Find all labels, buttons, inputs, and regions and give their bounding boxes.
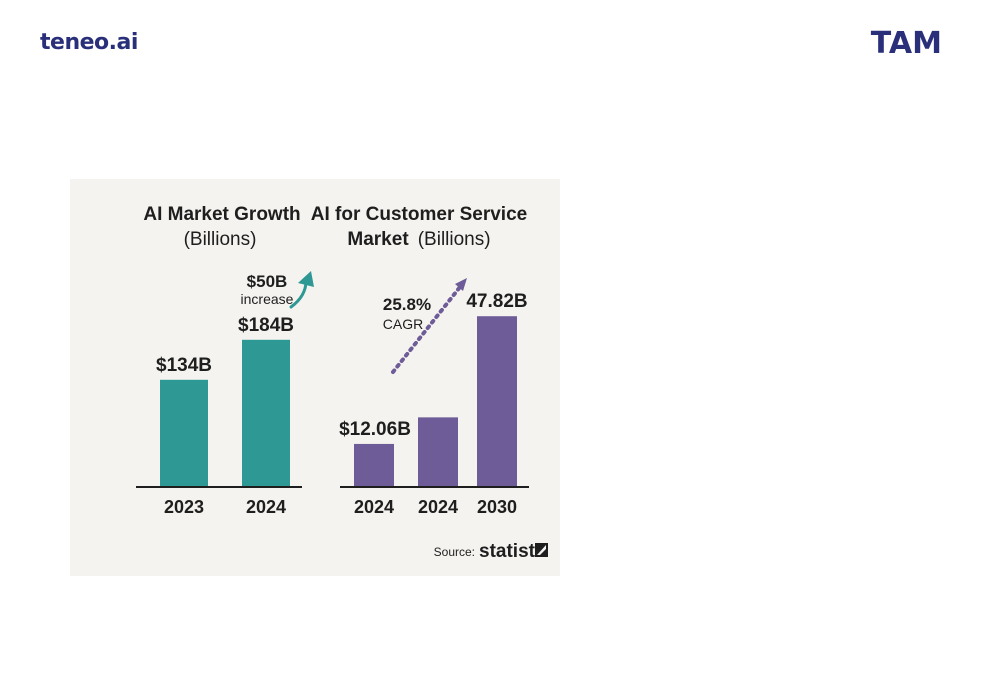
- chart2-marks: $12.06B 2024 2024 47.82B 2030: [339, 291, 529, 517]
- chart1-tick-label-2: 2024: [246, 497, 286, 517]
- dotted-trend-arrow-icon: [391, 278, 467, 374]
- chart1-value-label-2: $184B: [238, 315, 294, 336]
- chart2-title: AI for Customer Service: [311, 204, 527, 225]
- source-label: Source:: [434, 545, 475, 559]
- chart1-annotation-value: $50B: [247, 272, 288, 291]
- curved-up-arrow-icon: [289, 271, 314, 309]
- chart2-tick-label-1: 2024: [354, 497, 394, 517]
- chart2-bar-2: [418, 417, 458, 487]
- chart1-subtitle: (Billions): [184, 229, 257, 250]
- chart1-bar-2: [242, 339, 290, 487]
- chart2-subtitle-line: Market (Billions): [347, 229, 490, 250]
- chart1-bar-1: [160, 379, 208, 487]
- chart2-title-line2: Market: [347, 229, 409, 250]
- chart2-annotation-value: 25.8%: [383, 295, 431, 314]
- chart2-bar-3: [477, 316, 517, 487]
- chart2-value-label-1: $12.06B: [339, 419, 411, 440]
- chart2-tick-label-2: 2024: [418, 497, 458, 517]
- page-title: TAM: [870, 26, 942, 61]
- market-charts-figure: AI Market Growth (Billions) AI for Custo…: [70, 179, 560, 576]
- chart1-value-label-1: $134B: [156, 355, 212, 376]
- charts-svg: AI Market Growth (Billions) AI for Custo…: [70, 179, 560, 576]
- chart1-annotation-text: increase: [241, 291, 294, 307]
- chart2-subtitle: (Billions): [418, 229, 491, 250]
- chart2-annotation-text: CAGR: [383, 316, 423, 332]
- chart1-marks: $134B 2023 $184B 2024: [136, 315, 302, 517]
- chart2-tick-label-3: 2030: [477, 497, 517, 517]
- chart1-title: AI Market Growth: [143, 204, 300, 225]
- source-brand: statista: [479, 541, 546, 562]
- chart2-bar-1: [354, 443, 394, 487]
- teneo-logo: teneo.ai: [40, 30, 138, 55]
- chart1-tick-label-1: 2023: [164, 497, 204, 517]
- chart2-value-label-3: 47.82B: [466, 291, 527, 312]
- statista-logo-icon: [535, 543, 548, 557]
